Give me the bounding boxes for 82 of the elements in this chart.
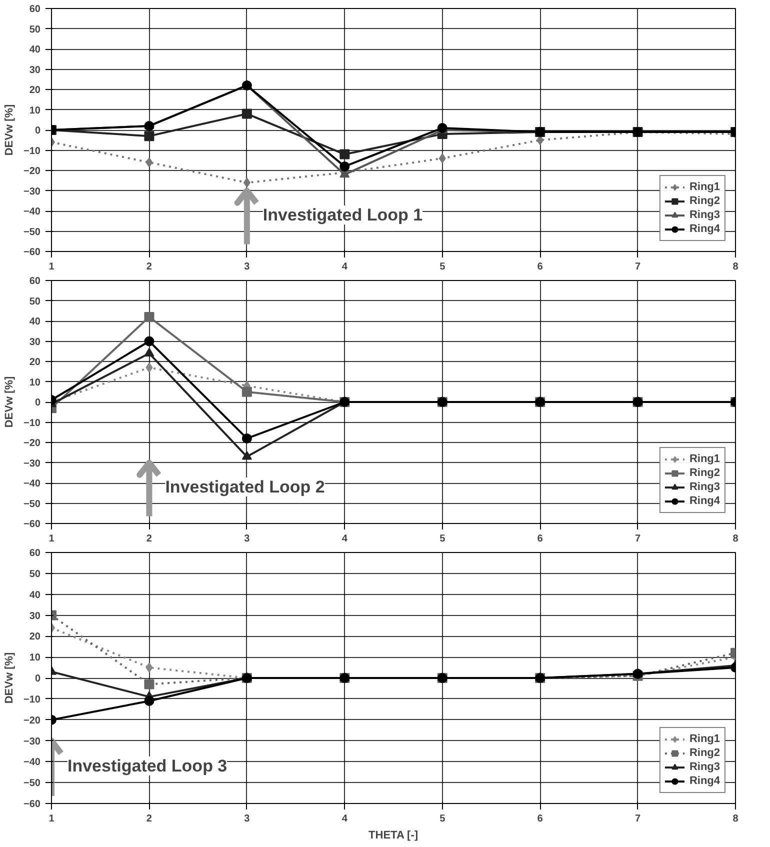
legend-label: Ring4 — [689, 774, 720, 788]
legend-label: Ring3 — [689, 480, 720, 494]
y-axis-title: DEVw [%] — [4, 376, 16, 428]
y-tick-label: −50 — [24, 778, 41, 790]
y-tick-label: 30 — [29, 336, 41, 348]
y-tick-label: −10 — [24, 418, 41, 429]
x-tick-label: 5 — [440, 534, 446, 544]
x-tick-label: 8 — [732, 262, 739, 272]
x-tick-label: 2 — [146, 534, 152, 544]
y-tick-label: 0 — [34, 126, 41, 136]
y-axis-title: DEVw [%] — [4, 652, 16, 704]
x-axis-title: THETA [-] — [368, 830, 418, 842]
y-tick-label: 60 — [29, 276, 41, 287]
x-tick-label: 7 — [635, 262, 642, 272]
y-tick-label: 40 — [29, 44, 41, 56]
y-tick-label: 0 — [34, 398, 41, 408]
y-tick-label: −10 — [24, 146, 41, 157]
x-tick-label: 6 — [537, 262, 544, 272]
y-tick-label: −50 — [24, 226, 41, 238]
y-tick-label: 60 — [29, 4, 41, 15]
x-tick-label: 4 — [342, 262, 348, 272]
y-tick-label: −40 — [24, 206, 41, 218]
y-tick-label: 30 — [29, 64, 41, 76]
x-tick-label: 1 — [48, 262, 55, 272]
y-tick-label: −50 — [24, 498, 41, 510]
x-tick-label: 3 — [244, 814, 250, 824]
x-tick-label: 3 — [244, 262, 250, 272]
y-tick-label: −10 — [24, 694, 41, 706]
x-tick-label: 5 — [440, 262, 446, 272]
y-tick-label: 0 — [34, 674, 41, 684]
y-axis-title: DEVw [%] — [4, 104, 16, 156]
y-tick-label: 20 — [29, 357, 41, 368]
y-tick-label: 10 — [29, 652, 41, 664]
x-tick-label: 8 — [732, 534, 739, 544]
legend-label: Ring1 — [689, 180, 720, 194]
y-tick-label: −40 — [24, 757, 41, 768]
y-tick-label: 10 — [29, 105, 41, 116]
legend-label: Ring3 — [689, 208, 720, 222]
y-tick-label: −30 — [24, 736, 41, 748]
x-tick-label: 3 — [244, 534, 250, 544]
legend-label: Ring3 — [689, 760, 720, 774]
legend-label: Ring1 — [689, 732, 720, 746]
y-tick-label: −20 — [24, 438, 41, 449]
x-tick-label: 2 — [146, 262, 152, 272]
legend-label: Ring4 — [689, 222, 720, 236]
ref-line-label: Investigated Loop 2 — [165, 478, 325, 497]
x-tick-label: 4 — [342, 534, 348, 544]
ref-line-label: Investigated Loop 1 — [262, 206, 423, 225]
x-tick-label: 7 — [635, 534, 642, 544]
x-tick-label: 6 — [537, 814, 544, 824]
y-tick-label: 10 — [29, 377, 41, 388]
y-tick-label: −60 — [24, 247, 41, 258]
legend-label: Ring2 — [689, 746, 720, 760]
x-tick-label: 6 — [537, 534, 544, 544]
y-tick-label: −30 — [24, 186, 41, 198]
legend-label: Ring2 — [689, 466, 720, 480]
x-tick-label: 2 — [146, 814, 152, 824]
y-tick-label: 50 — [29, 24, 41, 36]
y-tick-label: 50 — [29, 568, 41, 580]
ref-line-label: Investigated Loop 3 — [68, 756, 228, 776]
y-tick-label: −20 — [24, 166, 41, 177]
y-tick-label: −60 — [24, 519, 41, 530]
y-tick-label: −30 — [24, 458, 41, 470]
y-tick-label: 40 — [29, 590, 41, 601]
x-tick-label: 4 — [342, 814, 348, 824]
y-tick-label: 60 — [29, 548, 41, 559]
legend-label: Ring2 — [689, 194, 720, 208]
y-tick-label: −60 — [24, 799, 41, 810]
y-tick-label: −40 — [24, 478, 41, 490]
x-tick-label: 5 — [440, 814, 446, 824]
x-tick-label: 8 — [732, 814, 739, 824]
y-tick-label: 50 — [29, 296, 41, 308]
x-tick-label: 7 — [635, 814, 642, 824]
y-tick-label: 30 — [29, 610, 41, 622]
y-tick-label: 20 — [29, 85, 41, 96]
y-tick-label: −20 — [24, 715, 41, 726]
legend-label: Ring4 — [689, 494, 720, 508]
y-tick-label: 20 — [29, 632, 41, 643]
y-tick-label: 40 — [29, 316, 41, 328]
legend-label: Ring1 — [689, 452, 720, 466]
x-tick-label: 1 — [48, 534, 55, 544]
x-tick-label: 1 — [48, 814, 55, 824]
